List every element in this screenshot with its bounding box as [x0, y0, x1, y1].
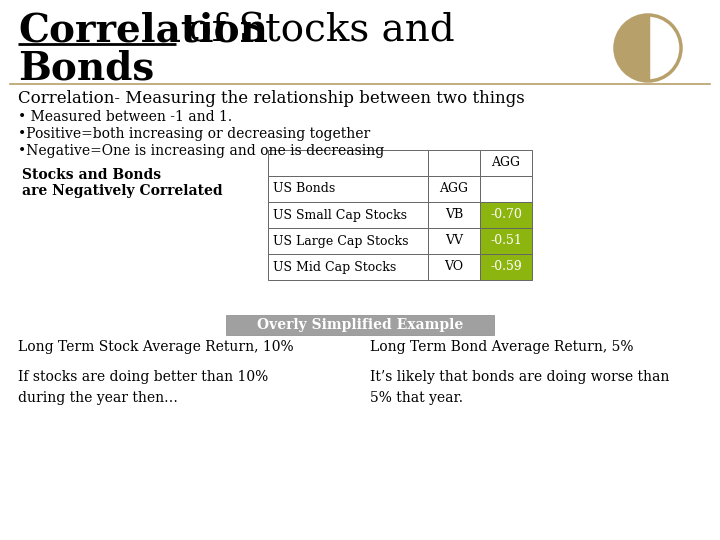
Text: US Bonds: US Bonds [273, 183, 336, 195]
FancyBboxPatch shape [268, 176, 428, 202]
FancyBboxPatch shape [480, 202, 532, 228]
Text: Correlation: Correlation [18, 12, 268, 50]
FancyBboxPatch shape [428, 150, 480, 176]
Text: Overly Simplified Example: Overly Simplified Example [257, 318, 463, 332]
FancyBboxPatch shape [480, 228, 532, 254]
FancyBboxPatch shape [268, 254, 428, 280]
FancyBboxPatch shape [428, 228, 480, 254]
FancyBboxPatch shape [428, 176, 480, 202]
Text: VV: VV [445, 234, 463, 247]
FancyBboxPatch shape [268, 202, 428, 228]
Text: are Negatively Correlated: are Negatively Correlated [22, 184, 222, 198]
Text: -0.70: -0.70 [490, 208, 522, 221]
Text: Long Term Bond Average Return, 5%: Long Term Bond Average Return, 5% [370, 340, 634, 354]
FancyBboxPatch shape [428, 254, 480, 280]
Text: If stocks are doing better than 10%
during the year then…: If stocks are doing better than 10% duri… [18, 370, 269, 404]
Text: of Stocks and: of Stocks and [176, 12, 455, 49]
Text: VB: VB [445, 208, 463, 221]
Text: Correlation- Measuring the relationship between two things: Correlation- Measuring the relationship … [18, 90, 525, 107]
FancyBboxPatch shape [480, 150, 532, 176]
Text: •Negative=One is increasing and one is decreasing: •Negative=One is increasing and one is d… [18, 144, 384, 158]
FancyBboxPatch shape [428, 202, 480, 228]
Text: VO: VO [444, 260, 464, 273]
FancyBboxPatch shape [226, 315, 494, 335]
Text: AGG: AGG [492, 157, 521, 170]
Text: Stocks and Bonds: Stocks and Bonds [22, 168, 161, 182]
Text: It’s likely that bonds are doing worse than
5% that year.: It’s likely that bonds are doing worse t… [370, 370, 670, 404]
Text: -0.59: -0.59 [490, 260, 522, 273]
FancyBboxPatch shape [268, 228, 428, 254]
FancyBboxPatch shape [480, 176, 532, 202]
Text: US Small Cap Stocks: US Small Cap Stocks [273, 208, 407, 221]
FancyBboxPatch shape [480, 254, 532, 280]
Text: AGG: AGG [439, 183, 469, 195]
Text: US Mid Cap Stocks: US Mid Cap Stocks [273, 260, 396, 273]
Text: US Large Cap Stocks: US Large Cap Stocks [273, 234, 408, 247]
Text: • Measured between -1 and 1.: • Measured between -1 and 1. [18, 110, 232, 124]
FancyBboxPatch shape [268, 150, 428, 176]
Text: Bonds: Bonds [18, 50, 154, 88]
Wedge shape [615, 15, 648, 81]
Text: •Positive=both increasing or decreasing together: •Positive=both increasing or decreasing … [18, 127, 370, 141]
Text: -0.51: -0.51 [490, 234, 522, 247]
Text: Long Term Stock Average Return, 10%: Long Term Stock Average Return, 10% [18, 340, 294, 354]
